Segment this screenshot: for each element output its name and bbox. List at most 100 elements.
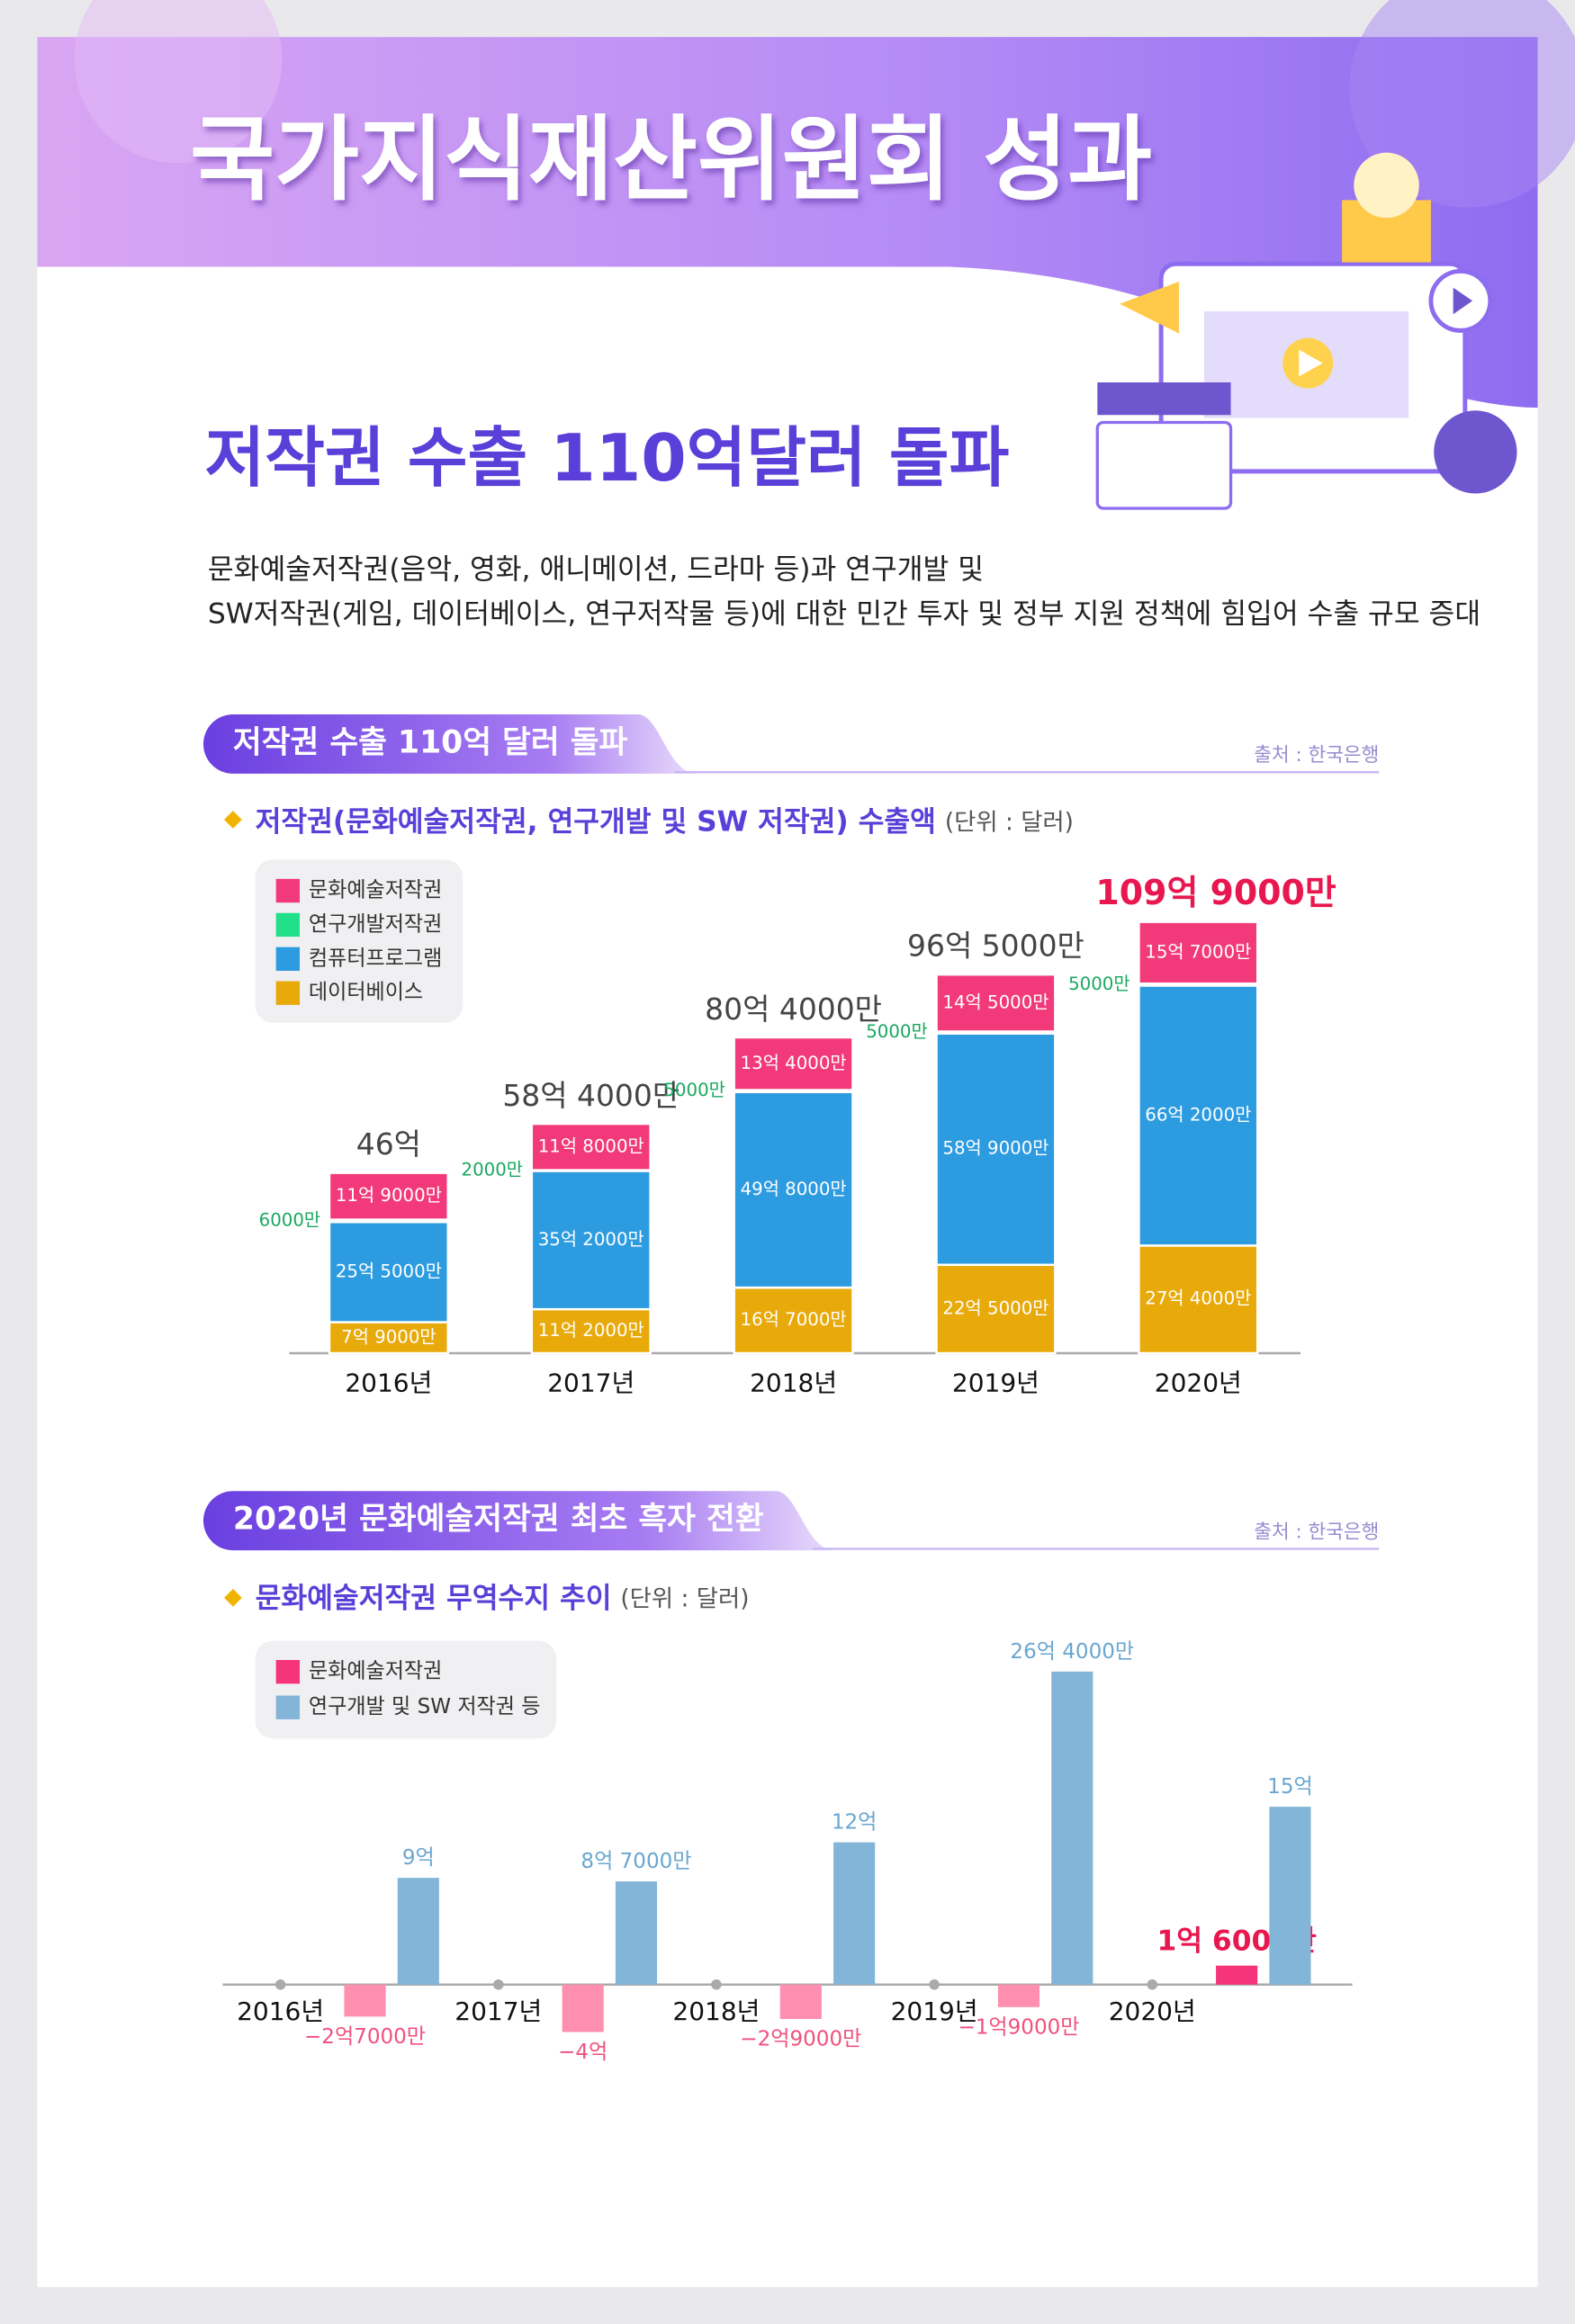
value-label: 5000만 (1068, 974, 1130, 994)
value-label: 6000만 (259, 1209, 320, 1230)
value-label: 14억 5000만 (942, 992, 1048, 1012)
value-label: 16억 7000만 (741, 1309, 847, 1330)
clapper-top (1097, 382, 1231, 416)
value-label: 49억 8000만 (741, 1179, 847, 1199)
x-tick-label: 2018년 (750, 1368, 837, 1398)
play-badge-icon (1453, 287, 1473, 315)
value-label: 5000만 (663, 1080, 724, 1100)
bar (833, 1842, 876, 1985)
bar-segment (530, 1122, 652, 1171)
popcorn-top (1354, 152, 1419, 219)
total-label: 46억 (356, 1126, 421, 1162)
value-label: 11억 8000만 (538, 1135, 644, 1156)
section-pill (202, 714, 698, 774)
chart-title: 저작권(문화예술저작권, 연구개발 및 SW 저작권) 수출액 (256, 805, 936, 838)
deco-circle (1349, 0, 1575, 208)
value-label: −4억 (558, 2041, 608, 2064)
legend-panel (255, 1640, 557, 1739)
value-label: −2억7000만 (304, 2025, 426, 2049)
x-tick-label: 2017년 (454, 1996, 542, 2026)
bar-segment (1138, 1244, 1259, 1355)
legend-label: 데이터베이스 (309, 981, 423, 1004)
bar-segment (1138, 920, 1259, 985)
legend-label: 문화예술저작권 (309, 879, 442, 902)
category-dot (929, 1979, 940, 1990)
chart-title: 문화예술저작권 무역수지 추이 (256, 1582, 612, 1614)
x-tick-label: 2019년 (891, 1996, 978, 2026)
legend-swatch (275, 912, 301, 938)
bar (1269, 1807, 1311, 1985)
source: 출처 : 한국은행 (1254, 1521, 1379, 1543)
header: 국가지식재산위원회 성과 (37, 0, 1575, 510)
bar (562, 1984, 604, 2032)
value-label: 9억 (402, 1846, 435, 1870)
value-label: 11억 2000만 (538, 1320, 644, 1341)
x-tick-label: 2018년 (672, 1996, 760, 2026)
x-tick-label: 2016년 (237, 1996, 324, 2026)
bar-segment (935, 1263, 1057, 1355)
section-pill (202, 1491, 835, 1551)
value-label: 35억 2000만 (538, 1229, 644, 1250)
x-tick-label: 2019년 (952, 1368, 1040, 1398)
chart-unit: (단위 : 달러) (620, 1585, 749, 1612)
bar (779, 1984, 822, 2019)
x-tick-label: 2020년 (1155, 1368, 1242, 1398)
bar (1051, 1671, 1094, 1985)
legend-panel (255, 859, 464, 1023)
x-tick-label: 2017년 (547, 1368, 634, 1398)
legend-label: 문화예술저작권 (309, 1660, 442, 1683)
megaphone (1120, 281, 1179, 334)
bar-segment (733, 1286, 854, 1355)
legend-swatch (275, 947, 301, 971)
bar (997, 1984, 1040, 2007)
legend-swatch (275, 878, 301, 903)
bar (397, 1878, 439, 1985)
intro-line: SW저작권(게임, 데이터베이스, 연구저작물 등)에 대한 민간 투자 및 정… (208, 598, 1480, 631)
value-label: −1억9000만 (958, 2015, 1079, 2039)
value-label: 58억 9000만 (942, 1138, 1048, 1159)
total-label: 109억 9000만 (1095, 873, 1336, 912)
category-dot (274, 1979, 286, 1990)
bar (1216, 1965, 1258, 1985)
bar (344, 1984, 386, 2017)
header-band (37, 37, 1538, 408)
value-label: 22억 5000만 (942, 1297, 1048, 1318)
value-label: 7억 9000만 (341, 1326, 436, 1347)
film-reel (1434, 410, 1517, 494)
x-tick-label: 2016년 (345, 1368, 432, 1398)
chart-title-line: 문화예술저작권 무역수지 추이 (단위 : 달러) (256, 1582, 750, 1614)
value-label: 66억 2000만 (1145, 1104, 1251, 1125)
play-icon (1299, 349, 1323, 377)
bar-segment (328, 1220, 449, 1324)
chart-unit: (단위 : 달러) (945, 809, 1074, 836)
header-title: 국가지식재산위원회 성과 (190, 106, 1152, 213)
bar-segment (733, 1090, 854, 1289)
total-label: 80억 4000만 (705, 992, 882, 1027)
legend-swatch (275, 1660, 301, 1684)
category-dot (1147, 1979, 1158, 1990)
bar-segment (328, 1171, 449, 1221)
legend-label: 연구개발 및 SW 저작권 등 (309, 1695, 541, 1718)
x-tick-label: 2020년 (1109, 1996, 1196, 2026)
section-title: 2020년 문화예술저작권 최초 흑자 전환 (233, 1502, 764, 1538)
total-label: 58억 4000만 (502, 1078, 680, 1113)
bar (615, 1881, 658, 1985)
section-title: 저작권 수출 110억 달러 돌파 (233, 724, 628, 760)
legend-swatch (275, 981, 301, 1005)
legend-swatch (275, 1695, 301, 1719)
value-label: 27억 4000만 (1145, 1288, 1251, 1309)
clapper (1095, 420, 1233, 510)
total-label: 96억 5000만 (907, 929, 1084, 964)
value-label: 12억 (832, 1811, 878, 1835)
value-label: 26억 4000만 (1010, 1640, 1134, 1664)
value-label: 15억 (1267, 1775, 1313, 1799)
deco-circle (74, 0, 283, 164)
category-dot (493, 1979, 504, 1990)
value-label: 13억 4000만 (741, 1053, 847, 1073)
value-label: 8억 7000만 (580, 1850, 691, 1873)
category-dot (711, 1979, 722, 1990)
intro-title: 저작권 수출 110억달러 돌파 (205, 421, 1010, 497)
value-label: −2억9000만 (740, 2028, 861, 2051)
